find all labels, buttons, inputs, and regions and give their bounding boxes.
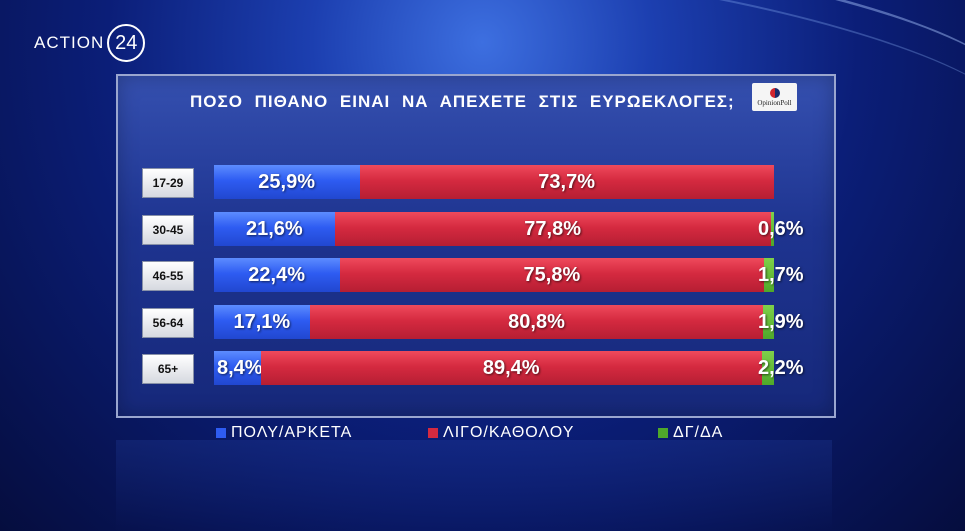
age-group-label: 30-45 [142,214,194,245]
bar-ligo-katholou [339,258,765,292]
data-label: 8,4% [217,357,263,379]
bar-dg-da [761,351,774,385]
floor-reflection [116,440,832,531]
bar-dg-da [770,211,774,246]
logo-text: ACTION [34,33,105,52]
legend-swatch-red [428,428,438,438]
chart-title: ΠΟΣΟ ΠΙΘΑΝΟ ΕΙΝΑΙ ΝΑ ΑΠΕΧΕΤΕ ΣΤΙΣ ΕΥΡΩΕΚ… [190,92,735,111]
bar-ligo-katholou [334,211,771,246]
data-label: 1,7% [758,264,804,286]
data-label: 22,4% [248,264,305,286]
legend-swatch-blue [216,428,226,438]
data-label: 75,8% [523,264,581,286]
bar-ligo-katholou [309,304,764,339]
legend-label: ΛΙΓΟ/ΚΑΘΟΛΟΥ [443,424,575,441]
bar-poly-arketa [214,351,262,385]
data-label: 25,9% [258,171,316,193]
bar-ligo-katholou [261,351,762,385]
opinion-poll-logo: OpinionPoll [752,83,797,111]
age-group-label: 65+ [142,354,194,384]
bar-ligo-katholou [359,165,774,199]
age-group-label: 56-64 [142,307,194,338]
data-label: 80,8% [508,310,565,333]
data-label: 89,4% [482,357,540,379]
bar-poly-arketa [214,258,340,292]
poll-logo-text: OpinionPoll [757,98,792,107]
legend-label: ΠΟΛΥ/ΑΡΚΕΤΑ [231,424,353,441]
logo-number: 24 [107,24,146,62]
bar-poly-arketa [214,211,335,246]
legend-item-ligo-katholou: ΛΙΓΟ/ΚΑΘΟΛΟΥ [428,424,574,442]
legend-item-dg-da: ΔΓ/ΔΑ [658,424,723,442]
data-label: 2,2% [758,357,804,379]
bar-poly-arketa [214,165,360,199]
legend-item-poly-arketa: ΠΟΛΥ/ΑΡΚΕΤΑ [216,424,352,442]
bar-dg-da [764,258,774,292]
age-group-label: 46-55 [142,261,194,291]
bar-dg-da [763,304,774,339]
legend-swatch-green [658,428,668,438]
data-label: 73,7% [538,171,596,193]
data-label: 21,6% [245,217,303,240]
legend-label: ΔΓ/ΔΑ [673,424,724,441]
data-label: 77,8% [524,217,582,240]
channel-logo: ACTION 24 [34,24,146,62]
poll-logo-icon [769,87,780,98]
data-label: 17,1% [233,310,291,333]
data-label: 1,9% [758,310,804,333]
bar-poly-arketa [214,304,310,339]
age-group-label: 17-29 [142,168,194,198]
data-label: 0,6% [758,217,804,240]
